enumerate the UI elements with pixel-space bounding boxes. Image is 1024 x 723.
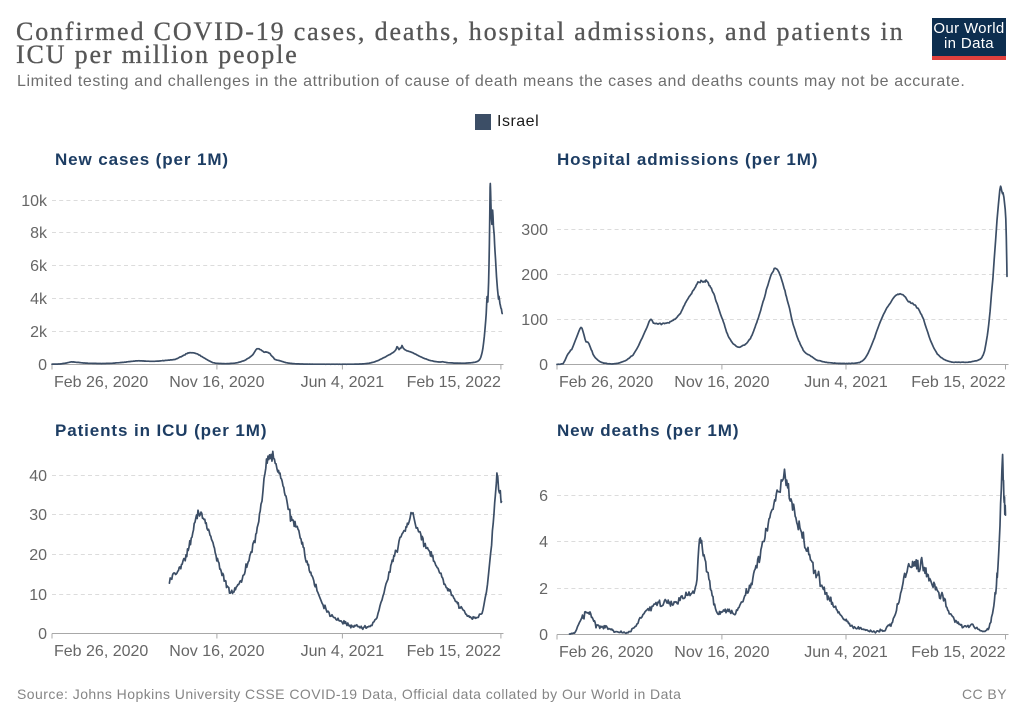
svg-text:Nov 16, 2020: Nov 16, 2020	[169, 643, 264, 660]
svg-text:2k: 2k	[30, 324, 48, 341]
svg-text:Feb 26, 2020: Feb 26, 2020	[559, 644, 653, 661]
svg-text:Feb 26, 2020: Feb 26, 2020	[54, 374, 148, 391]
svg-text:0: 0	[539, 627, 548, 644]
svg-text:Feb 15, 2022: Feb 15, 2022	[407, 374, 501, 391]
svg-text:30: 30	[29, 507, 47, 524]
svg-text:Feb 15, 2022: Feb 15, 2022	[407, 643, 501, 660]
svg-text:6k: 6k	[30, 258, 48, 275]
svg-text:10k: 10k	[21, 193, 48, 210]
svg-text:Feb 26, 2020: Feb 26, 2020	[54, 643, 148, 660]
svg-text:Jun 4, 2021: Jun 4, 2021	[301, 374, 385, 391]
svg-text:0: 0	[38, 626, 47, 643]
svg-text:2: 2	[539, 581, 548, 598]
svg-text:300: 300	[521, 222, 548, 239]
svg-text:200: 200	[521, 267, 548, 284]
svg-text:100: 100	[521, 312, 548, 329]
svg-text:Nov 16, 2020: Nov 16, 2020	[674, 644, 769, 661]
svg-text:4k: 4k	[30, 291, 48, 308]
svg-text:8k: 8k	[30, 225, 48, 242]
svg-text:10: 10	[29, 587, 47, 604]
svg-text:0: 0	[539, 357, 548, 374]
svg-text:Feb 15, 2022: Feb 15, 2022	[911, 644, 1005, 661]
svg-text:40: 40	[29, 468, 47, 485]
svg-text:Jun 4, 2021: Jun 4, 2021	[804, 644, 888, 661]
svg-text:Jun 4, 2021: Jun 4, 2021	[301, 643, 385, 660]
svg-text:Nov 16, 2020: Nov 16, 2020	[674, 374, 769, 391]
svg-text:Jun 4, 2021: Jun 4, 2021	[804, 374, 888, 391]
svg-text:20: 20	[29, 547, 47, 564]
svg-text:Feb 26, 2020: Feb 26, 2020	[559, 374, 653, 391]
svg-text:6: 6	[539, 488, 548, 505]
svg-text:0: 0	[38, 357, 47, 374]
svg-text:Feb 15, 2022: Feb 15, 2022	[911, 374, 1005, 391]
svg-text:Nov 16, 2020: Nov 16, 2020	[169, 374, 264, 391]
svg-text:4: 4	[539, 534, 548, 551]
